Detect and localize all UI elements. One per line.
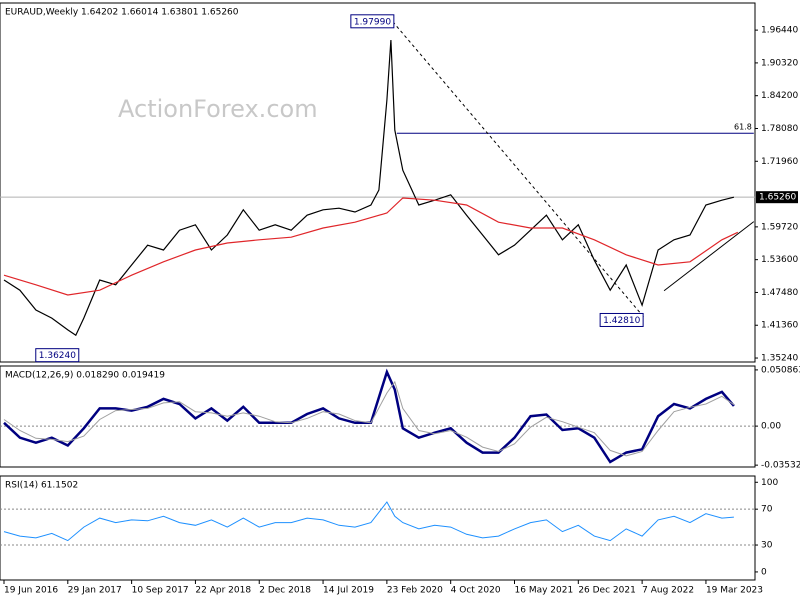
annotation-label: 1.36240: [39, 351, 76, 361]
annotation-box: [35, 348, 80, 363]
watermark: ActionForex.com: [118, 95, 318, 123]
x-tick-label: 10 Sep 2017: [132, 586, 189, 596]
series-line: [3, 380, 735, 457]
fib-label: 61.8: [734, 123, 752, 132]
x-tick-label: 19 Mar 2023: [706, 586, 763, 596]
y-tick-label: -0.035322: [761, 461, 800, 471]
panel-frame: [0, 365, 756, 468]
y-tick-label: 1.53600: [761, 255, 798, 265]
panel-title: MACD(12,26,9) 0.018290 0.019419: [5, 371, 165, 381]
panel-title: RSI(14) 61.1502: [5, 481, 78, 491]
annotation-box: [599, 312, 644, 327]
y-tick-label: 0: [761, 567, 767, 577]
panel-frame: [0, 475, 756, 581]
x-tick-label: 22 Apr 2018: [195, 586, 251, 596]
series-line: [3, 39, 735, 337]
last-price-label: 1.65260: [759, 193, 796, 203]
y-tick-label: 1.84200: [761, 91, 798, 101]
y-tick-label: 70: [761, 505, 773, 515]
annotation-label: 1.97990: [354, 17, 391, 27]
x-tick-label: 14 Jul 2019: [323, 586, 374, 596]
x-tick-label: 23 Feb 2020: [387, 586, 443, 596]
y-tick-label: 1.71960: [761, 157, 798, 167]
y-tick-label: 1.78080: [761, 124, 798, 134]
y-tick-label: 1.59720: [761, 222, 798, 232]
x-tick-label: 16 May 2021: [515, 586, 574, 596]
panel-frame: [0, 2, 756, 363]
x-tick-label: 26 Dec 2021: [578, 586, 636, 596]
annotation-label: 1.42810: [603, 316, 640, 326]
series-line: [3, 368, 735, 464]
y-tick-label: 1.41360: [761, 321, 798, 331]
y-tick-label: 1.35240: [761, 354, 798, 364]
series-line: [3, 501, 734, 542]
y-tick-label: 30: [761, 541, 773, 551]
y-tick-label: 1.96440: [761, 26, 798, 36]
trend-line: [663, 221, 755, 292]
x-tick-label: 7 Aug 2022: [642, 586, 694, 596]
x-tick-label: 2 Dec 2018: [259, 586, 311, 596]
y-tick-label: 0.050863: [761, 365, 800, 375]
y-tick-label: 1.90320: [761, 58, 798, 68]
y-tick-label: 100: [761, 478, 778, 488]
last-price-box: [756, 191, 798, 204]
series-line: [3, 197, 739, 296]
annotation-box: [350, 14, 395, 29]
panel-title: EURAUD,Weekly 1.64202 1.66014 1.63801 1.…: [5, 8, 239, 18]
trend-line: [392, 21, 645, 318]
y-tick-label: 0.00: [761, 422, 781, 432]
x-tick-label: 29 Jan 2017: [68, 586, 122, 596]
y-tick-label: 1.47480: [761, 288, 798, 298]
x-tick-label: 4 Oct 2020: [451, 586, 501, 596]
x-tick-label: 19 Jun 2016: [4, 586, 58, 596]
